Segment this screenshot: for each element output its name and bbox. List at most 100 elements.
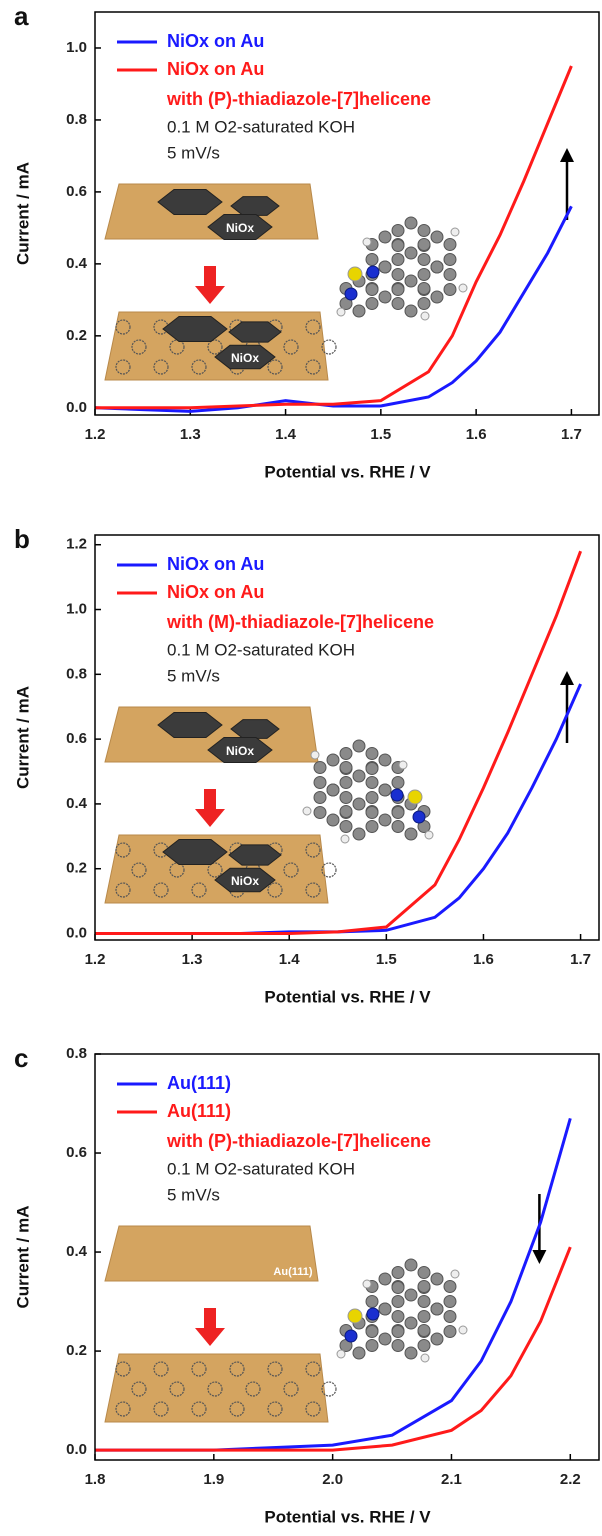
arrow-head xyxy=(195,1328,225,1346)
y-tick-label: 1.0 xyxy=(66,39,87,56)
inset-label: Au(111) xyxy=(273,1266,312,1278)
au-slab xyxy=(104,183,319,240)
adsorbed-molecule xyxy=(267,359,283,375)
atom xyxy=(365,776,379,789)
atom xyxy=(365,1325,379,1338)
inset-label: NiOx xyxy=(231,874,259,888)
atom xyxy=(443,268,457,281)
x-tick-label: 1.3 xyxy=(182,951,203,968)
h-atom xyxy=(450,1269,460,1279)
atom xyxy=(352,739,366,753)
legend-label: NiOx on Au xyxy=(167,582,264,602)
atom xyxy=(404,246,418,260)
adsorbed-molecule xyxy=(267,1401,283,1417)
n-atom xyxy=(366,265,380,279)
atom xyxy=(443,1310,457,1323)
inset-label: NiOx xyxy=(231,351,259,365)
nio-particle xyxy=(162,316,228,342)
plot-frame xyxy=(94,1053,600,1461)
inset-label: NiOx xyxy=(226,744,254,758)
atom xyxy=(391,1266,405,1279)
y-tick-label: 0.2 xyxy=(66,327,87,344)
atom xyxy=(378,290,392,304)
arrow-shaft xyxy=(204,266,216,286)
x-tick-label: 1.3 xyxy=(180,426,201,443)
nio-particle xyxy=(157,712,223,738)
y-axis-label: Current / mA xyxy=(13,686,32,789)
adsorbed-molecule xyxy=(115,882,131,898)
x-tick-label: 1.2 xyxy=(85,426,106,443)
atom xyxy=(339,747,353,760)
trend-arrow-head xyxy=(532,1250,547,1264)
adsorbed-molecule xyxy=(115,1361,131,1377)
y-tick-label: 0.4 xyxy=(66,255,88,272)
adsorbed-molecule xyxy=(207,339,223,355)
adsorbed-molecule xyxy=(283,339,299,355)
annotation: 5 mV/s xyxy=(167,143,220,162)
y-tick-label: 0.2 xyxy=(66,860,87,877)
x-tick-label: 1.7 xyxy=(570,951,591,968)
x-tick-label: 1.6 xyxy=(466,426,487,443)
adsorbed-molecule xyxy=(115,842,131,858)
n-atom xyxy=(344,1329,358,1343)
adsorbed-molecule xyxy=(305,359,321,375)
adsorbed-molecule xyxy=(245,1381,261,1397)
atom xyxy=(417,238,431,251)
legend-label: NiOx on Au xyxy=(167,554,264,574)
atom xyxy=(443,1280,457,1293)
atom xyxy=(365,820,379,833)
adsorbed-molecule xyxy=(153,1361,169,1377)
panel-label: a xyxy=(14,1,29,31)
y-tick-label: 0.8 xyxy=(66,1045,87,1062)
au-slab xyxy=(104,1353,329,1423)
h-atom xyxy=(340,834,350,844)
s-atom xyxy=(347,1308,363,1324)
nio-particle xyxy=(230,196,280,216)
atom xyxy=(404,1258,418,1272)
atom xyxy=(391,1325,405,1338)
h-atom xyxy=(398,760,408,770)
y-tick-label: 0.8 xyxy=(66,111,87,128)
n-atom xyxy=(366,1307,380,1321)
atom xyxy=(404,1288,418,1302)
h-atom xyxy=(362,1279,372,1289)
atom xyxy=(404,827,418,841)
adsorbed-molecule xyxy=(207,1381,223,1397)
x-tick-label: 1.5 xyxy=(370,426,391,443)
atom xyxy=(326,753,340,767)
atom xyxy=(378,1302,392,1316)
x-tick-label: 2.0 xyxy=(322,1471,343,1488)
nio-particle xyxy=(228,844,282,866)
curve xyxy=(94,205,573,413)
atom xyxy=(417,253,431,266)
atom xyxy=(352,1346,366,1360)
s-atom xyxy=(407,789,423,805)
adsorbed-molecule xyxy=(191,882,207,898)
atom xyxy=(391,239,405,252)
h-atom xyxy=(310,750,320,760)
atom xyxy=(430,290,444,304)
adsorbed-molecule xyxy=(191,1361,207,1377)
atom xyxy=(365,297,379,310)
atom xyxy=(391,1281,405,1294)
adsorbed-molecule xyxy=(267,1361,283,1377)
nio-particle xyxy=(214,867,276,893)
legend-label: NiOx on Au xyxy=(167,31,264,51)
atom xyxy=(404,1346,418,1360)
inset-label: NiOx xyxy=(226,221,254,235)
atom xyxy=(352,304,366,318)
annotation: 0.1 M O2-saturated KOH xyxy=(167,640,355,659)
arrow-shaft xyxy=(204,1308,216,1328)
atom xyxy=(313,791,327,804)
h-atom xyxy=(336,307,346,317)
curve xyxy=(95,65,573,410)
adsorbed-molecule xyxy=(191,1401,207,1417)
atom xyxy=(404,1316,418,1330)
x-tick-label: 1.7 xyxy=(561,426,582,443)
y-tick-label: 1.0 xyxy=(66,600,87,617)
adsorbed-molecule xyxy=(321,1381,337,1397)
atom xyxy=(352,797,366,811)
nio-particle xyxy=(228,321,282,343)
atom xyxy=(417,1339,431,1352)
trend-arrow-head xyxy=(560,671,574,685)
